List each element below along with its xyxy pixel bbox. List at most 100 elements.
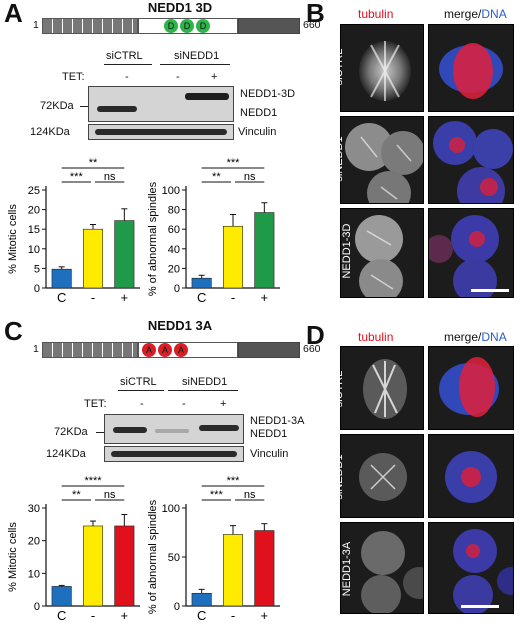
domain-a-repeats — [42, 18, 138, 34]
chart0-category-2: + — [121, 290, 129, 305]
chart1-sig-label-2: ns — [244, 171, 256, 183]
scale-bar-b — [471, 289, 509, 292]
blot-c-mw-72: 72KDa — [54, 426, 88, 438]
chart2-ytick-label-0: 0 — [34, 601, 40, 613]
chart1-ytick-label-3: 60 — [168, 224, 180, 236]
chart0-ytick-label-5: 25 — [28, 185, 40, 197]
panel-d-col-dna: DNA — [481, 330, 507, 344]
blot-a-header-line-2 — [160, 64, 230, 65]
chart0-sig-label-0: ** — [89, 157, 98, 169]
chart2-sig-label-2: ns — [104, 489, 116, 501]
chart1-category-2: + — [261, 290, 269, 305]
chart3-ytick-label-0: 0 — [174, 601, 180, 613]
blot-c-tet-label: TET: — [84, 398, 107, 410]
chart1-ytick-label-2: 40 — [168, 244, 180, 256]
image-d-tubulin-3a — [340, 522, 424, 614]
chart3-sig-label-0: *** — [227, 475, 241, 487]
blot-a-mw-72: 72KDa — [40, 100, 74, 112]
panel-b-col-dna: DNA — [481, 7, 507, 21]
chart3-category-0: C — [197, 608, 206, 623]
panel-letter-c: C — [4, 316, 23, 346]
panel-d-col-merge-text: merge/ — [444, 330, 482, 344]
blot-a-band-vinculin — [95, 129, 227, 135]
chart3-category-2: + — [261, 608, 269, 623]
chart2-sig-label-1: ** — [72, 489, 81, 501]
chart1-ytick-label-5: 100 — [162, 185, 180, 197]
chart2-category-0: C — [57, 608, 66, 623]
mutation-a-circle-3: A — [174, 343, 188, 357]
panel-d-row-3a-line2: NEDD1-3A — [341, 541, 353, 597]
blot-a-label-nedd1: NEDD1 — [240, 107, 278, 119]
chart3-category-1: - — [231, 608, 235, 623]
chart1-ytick-label-4: 80 — [168, 205, 180, 217]
panel-b-col-merge: merge/DNA — [444, 7, 507, 21]
blot-c-band-3a — [199, 425, 239, 431]
blot-a-header-ctrl: siCTRL — [106, 50, 143, 62]
chart3-ytick-label-2: 100 — [162, 503, 180, 515]
chart2-category-2: + — [121, 608, 129, 623]
chart3-ylabel: % of abnormal spindles — [147, 499, 159, 614]
blot-c-header-line-2 — [168, 390, 238, 391]
blot-c-mw-124: 124KDa — [46, 448, 86, 460]
image-b-merge-3d — [428, 208, 514, 298]
chart0-ytick-label-2: 10 — [28, 244, 40, 256]
chart0-bar-0 — [51, 268, 72, 289]
chart2-sig-label-0: **** — [84, 475, 102, 487]
image-d-tubulin-ctrl — [340, 346, 424, 430]
panel-c-title: NEDD1 3A — [147, 318, 213, 333]
chart0-category-0: C — [57, 290, 66, 305]
chart2-ytick-label-3: 30 — [28, 503, 40, 515]
chart1-bar-0 — [191, 277, 212, 289]
blot-a-label-vinculin: Vinculin — [238, 126, 277, 138]
chart3-sig-label-1: *** — [210, 489, 224, 501]
blot-c-vinculin — [104, 446, 244, 462]
chart3-ytick-label-1: 50 — [168, 552, 180, 564]
domain-c-diagram: A A A — [42, 342, 300, 358]
image-b-tubulin-ctrl — [340, 24, 424, 112]
image-d-merge-sinedd1 — [428, 434, 514, 518]
panel-d-row-3a-line1: siNEDD1+ — [327, 543, 339, 595]
chart1-ytick-label-1: 20 — [168, 263, 180, 275]
chart2-ytick-label-2: 20 — [28, 536, 40, 548]
chart0-bar-1 — [82, 228, 104, 289]
blot-a-band-ctrl — [97, 106, 137, 112]
chart2-bar-2 — [114, 525, 135, 607]
chart2-bar-1 — [82, 525, 104, 607]
blot-c-mw-72-tick — [96, 432, 104, 433]
chart1-ylabel: % of abnormal spindles — [147, 181, 159, 296]
blot-a-tet-1: - — [125, 71, 129, 83]
panel-b-row-3d-line1: siNEDD1 + — [327, 223, 339, 279]
blot-c-tet-3: + — [220, 398, 227, 410]
mutation-d-circle-1: D — [164, 19, 178, 33]
chart1-sig-label-1: ** — [212, 171, 221, 183]
chart0-sig-label-2: ns — [104, 171, 116, 183]
image-b-merge-sinedd1 — [428, 116, 514, 204]
blot-a-nedd1 — [88, 86, 234, 122]
chart0-ytick-label-4: 20 — [28, 205, 40, 217]
panel-a-title: NEDD1 3D — [147, 0, 213, 15]
blot-c-label-nedd1: NEDD1 — [250, 428, 288, 440]
blot-c-header-line-1 — [118, 390, 164, 391]
mutation-d-circle-2: D — [180, 19, 194, 33]
image-b-merge-ctrl — [428, 24, 514, 112]
panel-b-col-tubulin: tubulin — [358, 7, 394, 21]
domain-a-start: 1 — [33, 19, 39, 31]
chart1-category-1: - — [231, 290, 235, 305]
blot-c-label-vinculin: Vinculin — [250, 448, 289, 460]
blot-a-mw-124: 124KDa — [30, 126, 70, 138]
domain-a-tail — [238, 18, 300, 34]
chart0-ytick-label-1: 5 — [34, 263, 40, 275]
panel-d-row-sinedd1: siNEDD1 — [333, 454, 345, 500]
panel-b-row-3d-line2: NEDD1-3D — [341, 223, 353, 279]
blot-a-tet-2: - — [176, 71, 180, 83]
domain-a-diagram: D D D — [42, 18, 300, 34]
scale-bar-d — [461, 605, 499, 608]
chart1-sig-label-0: *** — [227, 157, 241, 169]
domain-c-tail — [238, 342, 300, 358]
image-b-tubulin-sinedd1 — [340, 116, 424, 204]
panel-letter-d: D — [306, 320, 325, 350]
blot-c-header-kd: siNEDD1 — [182, 376, 228, 388]
